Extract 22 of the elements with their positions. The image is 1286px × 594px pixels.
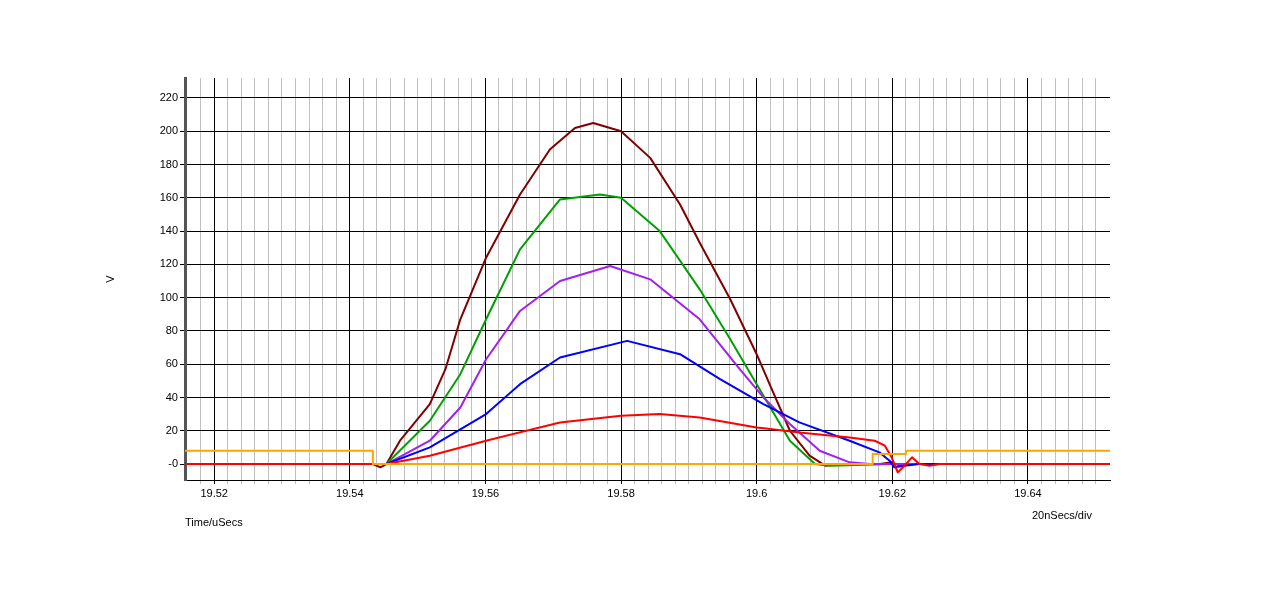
y-axis-title: V bbox=[103, 274, 116, 283]
x-tick-label: 19.54 bbox=[336, 486, 364, 499]
x-tick-label: 19.52 bbox=[200, 486, 228, 499]
y-tick-label: 80 bbox=[165, 323, 178, 336]
y-tick-label: 20 bbox=[165, 423, 178, 436]
y-tick-label: 160 bbox=[159, 190, 178, 203]
y-tick-label: 60 bbox=[165, 357, 178, 370]
x-tick-label: 19.56 bbox=[471, 486, 500, 499]
x-tick-label: 19.64 bbox=[1014, 486, 1042, 499]
y-tick-label: 180 bbox=[159, 157, 178, 170]
text: 20nSecs/div bbox=[1032, 509, 1092, 521]
y-tick-label: 40 bbox=[165, 390, 178, 403]
y-tick-label: 200 bbox=[159, 124, 178, 137]
y-tick-label: 140 bbox=[159, 224, 178, 237]
x-tick-label: 19.6 bbox=[745, 486, 768, 499]
y-tick-label: -0 bbox=[168, 457, 178, 470]
y-tick-label: 100 bbox=[159, 290, 178, 303]
x-axis-title: Time/uSecs bbox=[185, 516, 244, 529]
y-tick-label: 120 bbox=[159, 257, 178, 270]
y-tick-label: 220 bbox=[159, 91, 178, 103]
x-tick-label: 19.58 bbox=[607, 486, 635, 499]
x-tick-label: 19.62 bbox=[878, 486, 907, 499]
